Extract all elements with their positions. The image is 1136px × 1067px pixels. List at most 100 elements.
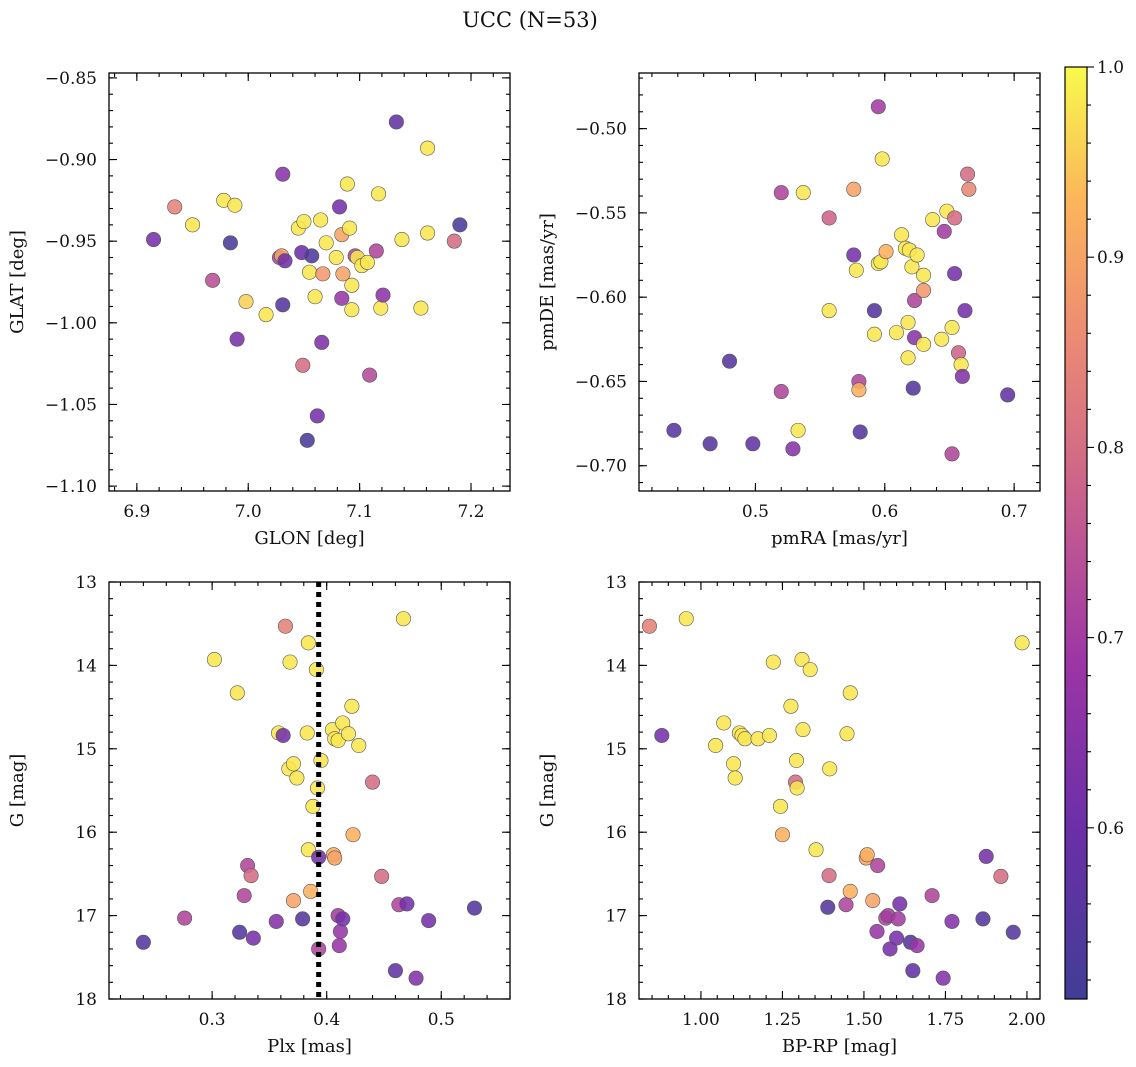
scatter-point [975,911,991,927]
scatter-point [894,227,910,243]
scatter-point [821,868,837,884]
axes-frame [108,72,511,492]
scatter-point [229,331,245,347]
scatter-point [258,307,274,323]
scatter-point [802,662,818,678]
scatter-point [177,910,193,926]
minor-ticks [109,73,510,491]
scatter-point [332,923,348,939]
y-tick-label: 16 [75,823,97,843]
scatter-point [794,652,810,668]
x-tick-label: 0.5 [428,1010,455,1030]
scatter-point [167,199,183,215]
scatter-point [243,868,259,884]
scatter-point [300,842,316,858]
scatter-point [865,893,881,909]
scatter-point [978,848,994,864]
x-tick-label: 0.4 [313,1010,340,1030]
colorbar-tick-label: 0.7 [1097,629,1124,649]
y-tick-label: 15 [75,740,97,760]
y-tick-label: 13 [605,573,627,593]
scatter-point [846,247,862,263]
scatter-point [859,847,875,863]
x-tick-label: 0.6 [871,502,898,522]
y-tick-label: −0.50 [575,120,627,140]
scatter-point [301,264,317,280]
panel-plx-g: 0.3 0.4 0.5 13 14 15 16 17 18 Plx [mas] G [mag] [7,573,511,1057]
scatter-point [206,652,222,668]
scatter-point [222,235,238,251]
scatter-point [761,727,777,743]
y-tick-label: 17 [605,907,627,927]
scatter-point [420,225,436,241]
scatter-point [344,302,360,318]
scatter-point [205,272,221,288]
y-tick-label: −0.95 [45,232,97,252]
scatter-point [934,331,950,347]
colorbar-gradient [1064,66,1088,1000]
y-axis-label: G [mag] [537,754,558,827]
scatter-point [395,611,411,627]
colorbar-tick-label: 0.9 [1097,248,1124,268]
scatter-point [795,185,811,201]
scatter-point [795,722,811,738]
scatter-point [275,297,291,313]
y-tick-label: −1.05 [45,395,97,415]
scatter-point [314,334,330,350]
scatter-point [890,911,906,927]
scatter-point [245,930,261,946]
scatter-point [289,770,305,786]
scatter-point [295,357,311,373]
scatter-point [641,618,657,634]
scatter-point [304,248,320,264]
minor-ticks [639,73,1041,491]
scatter-point [1005,924,1021,940]
x-tick-label: 1.75 [927,1010,965,1030]
scatter-point [340,726,356,742]
scatter-point [654,727,670,743]
x-tick-label: 6.9 [123,502,150,522]
scatter-point [318,235,334,251]
x-axis-label: BP-RP [mag] [782,1036,897,1057]
scatter-point [866,326,882,342]
scatter-point [332,199,348,215]
scatter-point [878,244,894,260]
scatter-point [365,774,381,790]
y-tick-label: 15 [605,740,627,760]
scatter-point [846,181,862,197]
scatter-point [907,293,923,309]
figure-title: UCC (N=53) [462,8,598,32]
x-tick-label: 1.50 [845,1010,883,1030]
scatter-point [285,893,301,909]
y-tick-label: 14 [75,656,97,676]
panel-glon-glat: 6.9 7.0 7.1 7.2 −1.10 −1.05 −1.00 −0.95 −0.90 −0.… [7,69,511,549]
scatter-point [788,752,804,768]
scatter-point [783,698,799,714]
scatter-point [371,186,387,202]
scatter-point [275,727,291,743]
scatter-point [900,350,916,366]
scatter-point [916,282,932,298]
scatter-point [299,432,315,448]
scatter-point [869,923,885,939]
y-tick-label: −0.55 [575,204,627,224]
scatter-points [146,114,468,448]
y-tick-label: 16 [605,823,627,843]
scatter-point [368,243,384,259]
x-tick-label: 1.25 [764,1010,802,1030]
scatter-point [944,320,960,336]
scatter-point [327,850,343,866]
scatter-point [227,197,243,213]
scatter-point [359,254,375,270]
scatter-point [936,223,952,239]
y-tick-label: −1.00 [45,314,97,334]
scatter-point [387,963,403,979]
y-tick-label: −0.60 [575,288,627,308]
scatter-point [722,353,738,369]
scatter-point [842,685,858,701]
x-tick-label: 7.0 [235,502,262,522]
scatter-point [328,250,344,266]
scatter-point [399,896,415,912]
scatter-point [313,212,329,228]
